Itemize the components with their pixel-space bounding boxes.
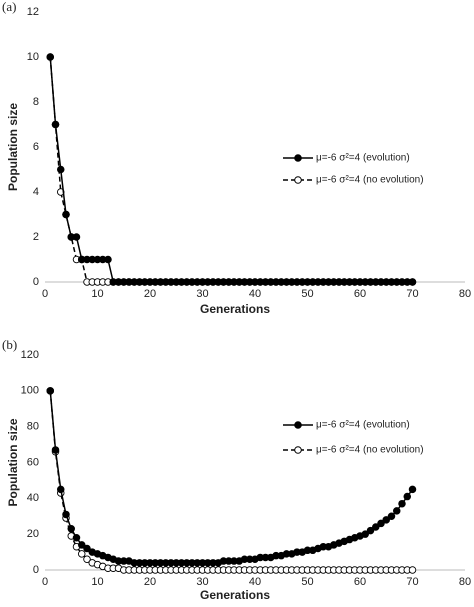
data-point <box>57 165 65 174</box>
data-point <box>361 530 370 538</box>
legend-label: μ=-6 σ²=4 (no evolution) <box>316 175 424 186</box>
x-axis-title: Generations <box>200 588 270 602</box>
data-point <box>403 492 412 501</box>
data-point <box>46 53 55 61</box>
data-point <box>408 485 417 494</box>
y-tick-label: 8 <box>33 96 39 108</box>
legend-marker <box>294 154 302 162</box>
y-tick-label: 60 <box>27 456 39 468</box>
y-tick-label: 2 <box>33 231 39 243</box>
x-tick-label: 70 <box>406 576 418 588</box>
data-point <box>408 566 417 574</box>
panel-label: (a) <box>2 0 16 14</box>
y-tick-label: 80 <box>27 421 39 433</box>
y-tick-label: 6 <box>33 141 39 153</box>
data-point <box>57 485 65 494</box>
x-tick-label: 20 <box>144 288 156 300</box>
x-tick-label: 40 <box>249 288 261 300</box>
legend-marker <box>294 446 302 454</box>
panel-label: (b) <box>2 337 17 352</box>
data-point <box>387 512 396 521</box>
data-point <box>382 516 391 524</box>
x-tick-label: 60 <box>354 576 366 588</box>
x-tick-label: 10 <box>91 576 103 588</box>
data-point <box>104 255 112 264</box>
y-tick-label: 10 <box>27 51 39 63</box>
data-point <box>398 499 406 508</box>
y-tick-label: 0 <box>33 276 39 288</box>
x-tick-label: 80 <box>459 576 471 588</box>
x-tick-label: 30 <box>196 576 208 588</box>
data-point <box>62 510 70 519</box>
y-tick-label: 0 <box>33 564 39 576</box>
series-line <box>49 56 413 283</box>
x-tick-label: 50 <box>301 576 313 588</box>
x-tick-label: 50 <box>301 288 313 300</box>
x-tick-label: 70 <box>406 288 418 300</box>
y-tick-label: 100 <box>21 385 39 397</box>
legend-label: μ=-6 σ²=4 (evolution) <box>316 420 410 431</box>
y-tick-label: 4 <box>33 186 39 198</box>
data-point <box>51 120 60 129</box>
data-point <box>83 544 91 553</box>
data-point <box>72 534 81 542</box>
data-point <box>67 525 75 533</box>
data-point <box>77 550 86 558</box>
x-tick-label: 0 <box>42 288 48 300</box>
data-point <box>77 541 86 549</box>
data-point <box>393 507 401 515</box>
x-tick-label: 30 <box>196 288 208 300</box>
x-tick-label: 80 <box>459 288 471 300</box>
y-axis-title: Population size <box>6 418 20 506</box>
legend-label: μ=-6 σ²=4 (no evolution) <box>316 445 424 456</box>
y-tick-label: 20 <box>27 528 39 540</box>
data-point <box>408 278 417 286</box>
x-tick-label: 20 <box>144 576 156 588</box>
y-axis-title: Population size <box>6 103 20 191</box>
data-point <box>83 555 91 564</box>
series-line <box>49 56 413 283</box>
data-point <box>46 387 55 395</box>
data-point <box>72 233 81 241</box>
y-tick-label: 40 <box>27 492 39 504</box>
legend-marker <box>294 176 302 184</box>
data-point <box>377 519 385 528</box>
x-tick-label: 40 <box>249 576 261 588</box>
data-point <box>366 526 375 535</box>
x-tick-label: 10 <box>91 288 103 300</box>
data-point <box>62 210 70 219</box>
y-tick-label: 120 <box>21 349 39 361</box>
data-point <box>372 523 380 531</box>
x-tick-label: 60 <box>354 288 366 300</box>
data-point <box>51 446 60 454</box>
y-tick-label: 12 <box>27 6 39 18</box>
legend-label: μ=-6 σ²=4 (evolution) <box>316 153 410 164</box>
series-line <box>49 390 413 571</box>
legend-marker <box>294 421 302 429</box>
x-axis-title: Generations <box>200 302 270 316</box>
x-tick-label: 0 <box>42 576 48 588</box>
